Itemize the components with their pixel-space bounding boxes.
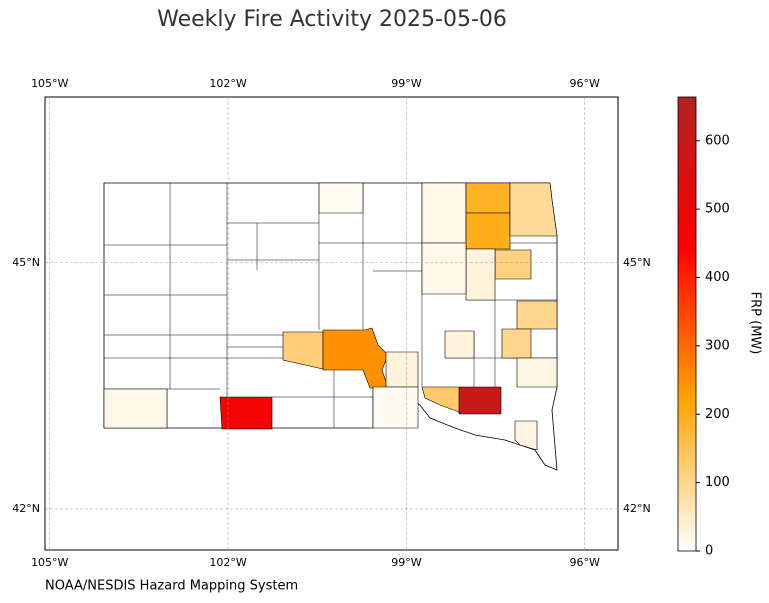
county — [372, 386, 419, 429]
county — [465, 212, 511, 250]
colorbar-tick-label: 600 — [705, 133, 730, 148]
x-tick-label: 102°W — [209, 77, 246, 90]
colorbar-tick-label: 300 — [705, 338, 730, 353]
colorbar-tick-label: 0 — [705, 544, 713, 559]
county — [385, 351, 419, 388]
county — [322, 327, 389, 389]
x-tick-label: 105°W — [31, 77, 68, 90]
county — [444, 330, 475, 359]
colorbar-tick-label: 500 — [705, 202, 730, 217]
county — [458, 386, 502, 415]
y-tick-label: 45°N — [623, 256, 651, 269]
county — [514, 420, 538, 451]
credit: NOAA/NESDIS Hazard Mapping System — [45, 579, 298, 594]
county — [103, 388, 168, 429]
x-tick-label: 96°W — [570, 556, 600, 569]
x-tick-label: 99°W — [391, 77, 421, 90]
map — [103, 182, 558, 471]
y-tick-label: 42°N — [12, 502, 40, 515]
y-tick-label: 42°N — [623, 502, 651, 515]
colorbar-tick-label: 200 — [705, 407, 730, 422]
county — [509, 182, 558, 237]
county — [421, 386, 460, 413]
x-tick-label: 96°W — [570, 77, 600, 90]
county — [421, 242, 467, 295]
county — [494, 249, 532, 280]
county — [219, 396, 273, 430]
county — [501, 328, 532, 359]
colorbar: 0 100 200 300 400 500 600 — [677, 96, 730, 559]
colorbar-tick-label: 400 — [705, 270, 730, 285]
colorbar-bar — [677, 96, 697, 552]
county — [465, 182, 511, 214]
x-tick-label: 105°W — [31, 556, 68, 569]
county — [516, 300, 558, 330]
y-tick-label: 45°N — [12, 256, 40, 269]
county — [421, 182, 467, 244]
county — [465, 248, 496, 301]
title: Weekly Fire Activity 2025-05-06 — [157, 7, 507, 32]
x-tick-label: 99°W — [391, 556, 421, 569]
county — [318, 182, 364, 214]
colorbar-label: FRP (MW) — [748, 292, 763, 355]
county — [516, 357, 558, 388]
x-tick-label: 102°W — [209, 556, 246, 569]
colorbar-tick-label: 100 — [705, 475, 730, 490]
map-frame — [44, 96, 619, 551]
